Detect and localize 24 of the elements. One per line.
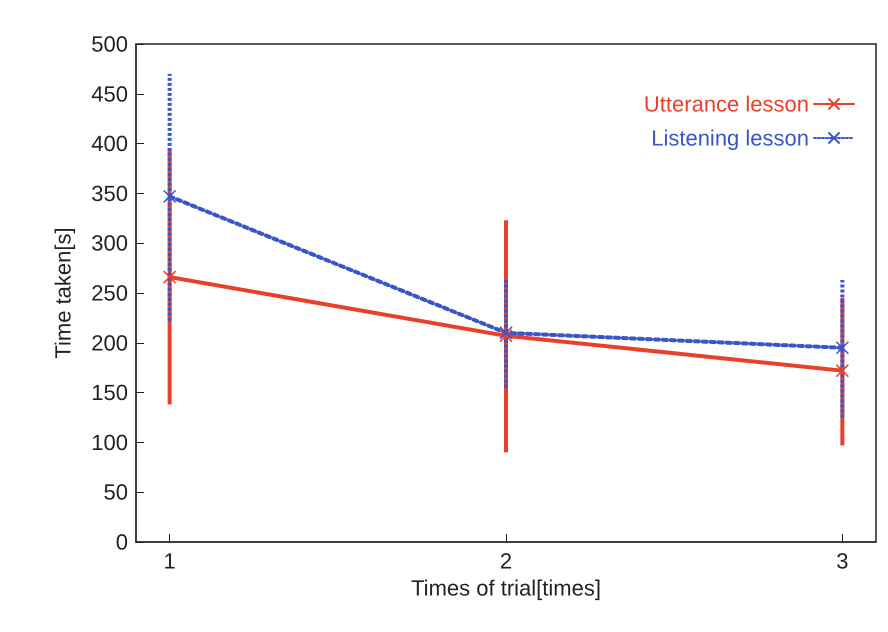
y-tick-label: 50	[104, 480, 128, 505]
legend-label: Listening lesson	[651, 126, 809, 150]
point	[162, 190, 176, 204]
y-tick-label: 200	[91, 330, 128, 356]
point	[499, 329, 513, 343]
y-tick-label: 400	[91, 131, 128, 156]
point	[499, 326, 513, 340]
point	[836, 341, 850, 355]
y-tick-label: 450	[91, 81, 128, 106]
y-tick-label: 100	[91, 430, 128, 455]
y-axis-title: Time taken[s]	[50, 227, 76, 359]
legend-label: Utterance lesson	[644, 92, 809, 116]
x-tick-label: 3	[836, 548, 848, 574]
y-tick-label: 500	[91, 32, 128, 56]
y-tick-label: 150	[91, 380, 128, 406]
point	[162, 270, 176, 284]
x-tick-label: 2	[500, 548, 512, 574]
y-tick-label: 350	[91, 180, 128, 206]
y-tick-label: 300	[91, 230, 128, 256]
x-axis-title: Times of trial[times]	[411, 575, 601, 600]
y-tick-label: 250	[91, 280, 128, 306]
y-tick-label: 0	[116, 530, 128, 554]
x-tick-label: 1	[164, 548, 176, 574]
point	[836, 364, 850, 378]
